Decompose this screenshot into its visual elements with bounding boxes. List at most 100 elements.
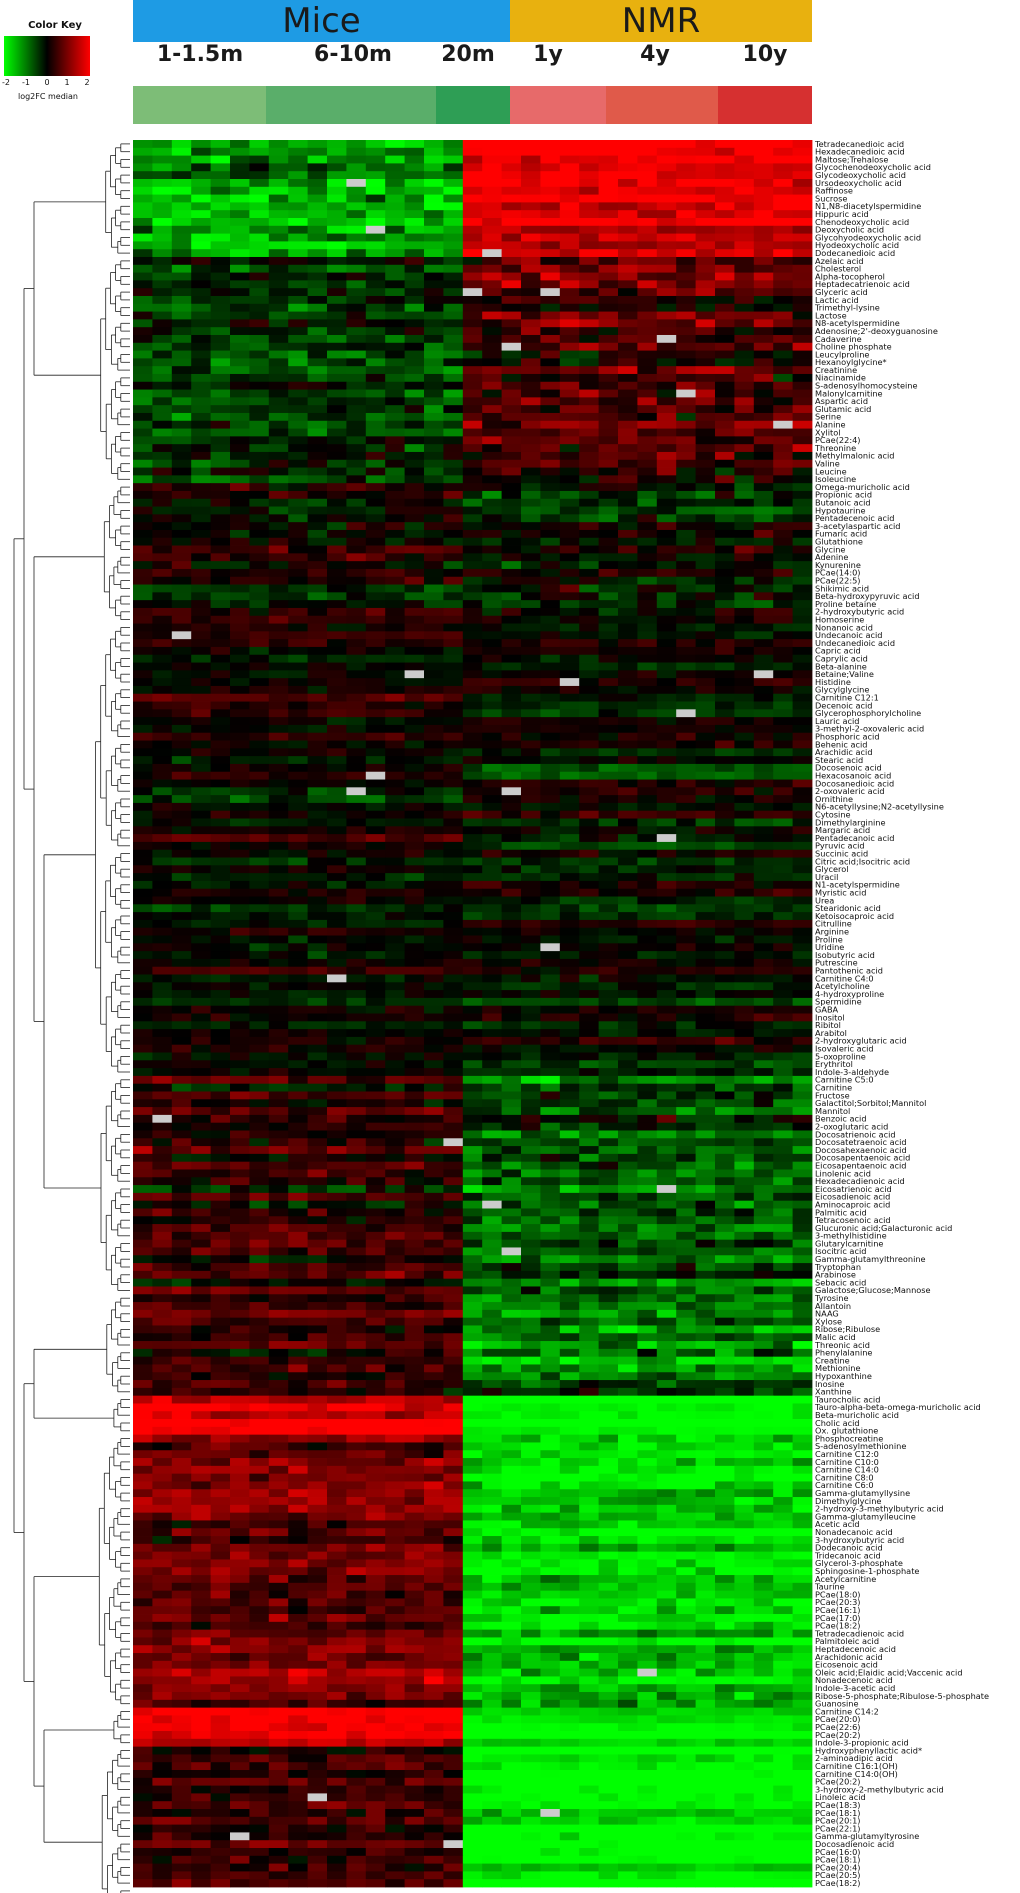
heatmap-cell <box>734 639 755 648</box>
heatmap-cell <box>656 1122 677 1131</box>
heatmap-cell <box>579 405 599 414</box>
heatmap-cell <box>210 888 231 897</box>
heatmap-cell <box>210 553 231 562</box>
heatmap-cell <box>424 779 444 788</box>
heatmap-cell <box>307 717 328 726</box>
heatmap-cell <box>695 795 716 804</box>
heatmap-cell <box>424 202 444 211</box>
heatmap-cell <box>598 264 619 273</box>
heatmap-cell <box>753 584 774 593</box>
heatmap-cell <box>443 545 464 554</box>
heatmap-cell <box>230 717 250 726</box>
heatmap-cell <box>249 366 270 375</box>
heatmap-cell <box>579 795 599 804</box>
heatmap-cell <box>365 163 386 172</box>
heatmap-cell <box>230 451 250 461</box>
heatmap-cell <box>385 1138 405 1147</box>
heatmap-cell <box>695 373 716 383</box>
heatmap-cell <box>579 662 599 671</box>
heatmap-cell <box>637 272 658 281</box>
heatmap-cell <box>346 1036 367 1046</box>
heatmap-cell <box>676 529 696 539</box>
heatmap-cell <box>656 155 677 164</box>
heatmap-cell <box>482 1138 502 1147</box>
heatmap-cell <box>133 545 153 554</box>
heatmap-cell <box>404 342 425 351</box>
heatmap-cell <box>559 389 580 398</box>
heatmap-cell <box>385 249 405 258</box>
heatmap-cell <box>230 802 250 812</box>
heatmap-cell <box>191 1177 211 1186</box>
heatmap-cell <box>559 787 580 796</box>
heatmap-cell <box>230 904 250 913</box>
heatmap-cell <box>598 295 619 305</box>
heatmap-cell <box>753 802 774 812</box>
heatmap-cell <box>346 1114 367 1124</box>
heatmap-cell <box>404 982 425 991</box>
heatmap-cell <box>734 802 755 812</box>
heatmap-cell <box>365 1146 386 1155</box>
heatmap-cell <box>191 748 211 757</box>
heatmap-cell <box>676 288 696 297</box>
heatmap-cell <box>482 1068 502 1077</box>
heatmap-cell <box>462 607 483 617</box>
heatmap-cell <box>133 810 153 819</box>
heatmap-cell <box>462 997 483 1007</box>
heatmap-cell <box>171 428 192 437</box>
heatmap-cell <box>540 467 561 476</box>
heatmap-cell <box>365 818 386 827</box>
heatmap-cell <box>424 1068 444 1077</box>
heatmap-cell <box>695 217 716 227</box>
heatmap-cell <box>521 303 541 312</box>
heatmap-cell <box>249 561 270 570</box>
heatmap-cell <box>773 693 793 702</box>
heatmap-cell <box>462 459 483 468</box>
heatmap-cell <box>637 646 658 656</box>
heatmap-cell <box>695 693 716 702</box>
heatmap-cell <box>695 880 716 890</box>
heatmap-cell <box>152 1146 173 1155</box>
heatmap-cell <box>540 1060 561 1069</box>
heatmap-cell <box>327 1231 347 1241</box>
heatmap-cell <box>443 256 464 266</box>
heatmap-cell <box>521 1208 541 1217</box>
heatmap-cell <box>268 498 289 507</box>
heatmap-cell <box>462 428 483 437</box>
heatmap-cell <box>540 522 561 531</box>
heatmap-cell <box>133 1068 153 1077</box>
heatmap-cell <box>230 974 250 983</box>
heatmap-cell <box>210 451 231 461</box>
heatmap-cell <box>327 1192 347 1202</box>
heatmap-cell <box>482 498 502 507</box>
heatmap-cell <box>559 522 580 531</box>
heatmap-cell <box>559 880 580 890</box>
heatmap-cell <box>637 600 658 609</box>
heatmap-cell <box>268 802 289 812</box>
heatmap-cell <box>734 490 755 500</box>
heatmap-cell <box>327 1208 347 1217</box>
heatmap-cell <box>365 436 386 445</box>
heatmap-cell <box>133 841 153 851</box>
heatmap-cell <box>501 607 522 617</box>
heatmap-cell <box>462 202 483 211</box>
heatmap-cell <box>210 685 231 695</box>
heatmap-cell <box>171 373 192 383</box>
heatmap-cell <box>579 490 599 500</box>
heatmap-cell <box>637 1153 658 1163</box>
heatmap-cell <box>695 678 716 687</box>
heatmap-cell <box>618 997 638 1007</box>
heatmap-cell <box>462 334 483 344</box>
heatmap-cell <box>210 1153 231 1163</box>
heatmap-cell <box>307 912 328 921</box>
heatmap-cell <box>152 514 173 523</box>
heatmap-cell <box>540 904 561 913</box>
heatmap-cell <box>462 1185 483 1194</box>
heatmap-cell <box>501 420 522 429</box>
heatmap-cell <box>210 1169 231 1178</box>
heatmap-cell <box>734 724 755 734</box>
heatmap-cell <box>501 1122 522 1131</box>
heatmap-cell <box>521 670 541 679</box>
heatmap-cell <box>695 405 716 414</box>
heatmap-cell <box>443 358 464 367</box>
heatmap-cell <box>462 631 483 640</box>
